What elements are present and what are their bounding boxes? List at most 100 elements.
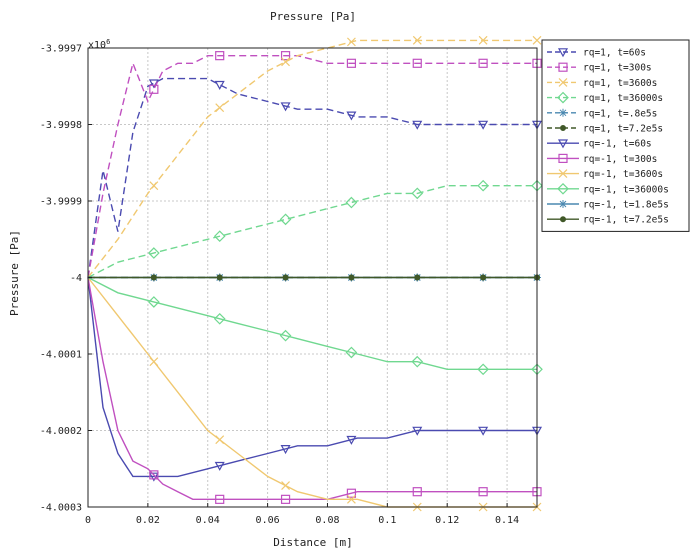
legend-entry: rq=1, t=.8e5s: [547, 108, 657, 119]
series-marker: [412, 120, 423, 130]
legend-swatch-marker: [557, 48, 569, 58]
series-group: [87, 77, 543, 278]
y-axis-exponent: x106: [88, 38, 110, 51]
x-tick-label: 0.08: [315, 515, 339, 526]
series-marker: [412, 58, 422, 68]
series-marker: [346, 111, 357, 121]
x-tick-label: 0.06: [256, 515, 280, 526]
series-marker: [279, 329, 292, 342]
series-marker: [280, 494, 291, 504]
series-marker: [346, 435, 357, 445]
series-marker: [346, 58, 357, 68]
series-marker: [215, 51, 225, 61]
series-line: [87, 39, 537, 278]
y-tick-label: -3.9999: [40, 197, 82, 208]
x-tick-label: 0.02: [136, 515, 160, 526]
series-marker: [478, 35, 488, 45]
series-marker: [478, 487, 488, 497]
series-line: [87, 277, 537, 500]
series-marker: [150, 274, 157, 281]
legend-swatch-marker: [560, 125, 566, 131]
series-marker: [149, 470, 159, 480]
legend-entry: rq=1, t=300s: [547, 62, 652, 74]
legend-swatch-marker: [560, 216, 566, 223]
series-marker: [214, 80, 225, 90]
series-marker: [279, 213, 292, 226]
series-marker: [214, 461, 225, 471]
y-exponent-base: x10: [88, 40, 106, 51]
series-line: [87, 55, 537, 278]
legend-label: rq=-1, t=60s: [583, 139, 652, 150]
series-marker: [282, 274, 289, 281]
legend-label: rq=1, t=7.2e5s: [583, 124, 663, 135]
series-marker: [213, 230, 226, 243]
series-marker: [215, 435, 225, 445]
y-tick-label: -4: [70, 273, 82, 284]
legend-label: rq=-1, t=300s: [583, 154, 657, 165]
series-group: [87, 277, 542, 504]
series-marker: [412, 426, 423, 436]
series-marker: [346, 488, 357, 498]
legend-swatch-marker: [557, 91, 569, 104]
legend-entry: rq=1, t=60s: [547, 48, 646, 59]
series-marker: [148, 296, 160, 308]
series-marker: [215, 103, 225, 113]
legend-swatch-marker: [558, 77, 568, 87]
legend-entry: rq=1, t=7.2e5s: [547, 124, 663, 135]
legend-label: rq=-1, t=3600s: [583, 169, 663, 180]
series-marker: [478, 426, 489, 436]
series-marker: [478, 58, 488, 68]
legend-entry: rq=-1, t=60s: [547, 139, 652, 150]
series-marker: [412, 35, 422, 45]
legend-entry: rq=1, t=36000s: [547, 91, 663, 104]
legend-label: rq=-1, t=1.8e5s: [583, 200, 669, 211]
series-marker: [477, 363, 489, 376]
y-tick-label: -4.0003: [40, 503, 82, 514]
legend-label: rq=1, t=300s: [583, 63, 652, 74]
x-tick-label: 0.12: [435, 515, 459, 526]
series-marker: [280, 51, 291, 61]
legend-label: rq=1, t=36000s: [583, 93, 663, 104]
series-marker: [149, 357, 159, 367]
series-group: [87, 277, 543, 482]
y-axis-title: Pressure [Pa]: [8, 230, 21, 316]
legend-swatch-marker: [557, 139, 569, 149]
series-marker: [532, 35, 542, 45]
series-marker: [345, 346, 358, 359]
legend-entry: rq=-1, t=3600s: [547, 169, 663, 180]
legend-entry: rq=-1, t=300s: [547, 153, 657, 165]
x-axis-title: Distance [m]: [273, 536, 352, 549]
legend-swatch-marker: [558, 153, 568, 163]
legend-entry: rq=-1, t=36000s: [547, 182, 669, 195]
x-tick-label: 0.1: [378, 515, 396, 526]
legend-label: rq=-1, t=7.2e5s: [583, 215, 669, 226]
legend-swatch-marker: [559, 200, 567, 208]
legend-swatch-marker: [559, 108, 567, 117]
legend-swatch-marker: [558, 62, 568, 72]
x-tick-label: 0.04: [196, 515, 220, 526]
tick-layer: 0 0.02 0.04 0.06 0.08 0.1 0.12 0.14 -4.0003 -4.00…: [40, 44, 519, 527]
series-marker: [411, 187, 424, 200]
legend-label: rq=1, t=.8e5s: [583, 108, 657, 119]
series-marker: [148, 247, 160, 259]
chart-title: Pressure [Pa]: [270, 10, 356, 23]
series-marker: [346, 37, 356, 47]
legend-swatch-marker: [557, 182, 569, 195]
series-marker: [411, 355, 424, 368]
x-tick-label: 0.14: [495, 515, 519, 526]
legend-swatch-marker: [558, 169, 568, 179]
series-marker: [414, 274, 421, 281]
series-marker: [478, 120, 489, 130]
series-marker: [281, 57, 290, 67]
legend-entry: rq=1, t=3600s: [547, 78, 657, 89]
legend-box: [541, 39, 690, 232]
y-tick-label: -4.0001: [40, 350, 82, 361]
series-marker: [280, 445, 291, 455]
legend-entry: rq=-1, t=1.8e5s: [547, 200, 669, 211]
series-marker: [148, 79, 159, 89]
series-marker: [149, 181, 159, 191]
series-group: [87, 35, 542, 278]
series-marker: [280, 102, 291, 112]
